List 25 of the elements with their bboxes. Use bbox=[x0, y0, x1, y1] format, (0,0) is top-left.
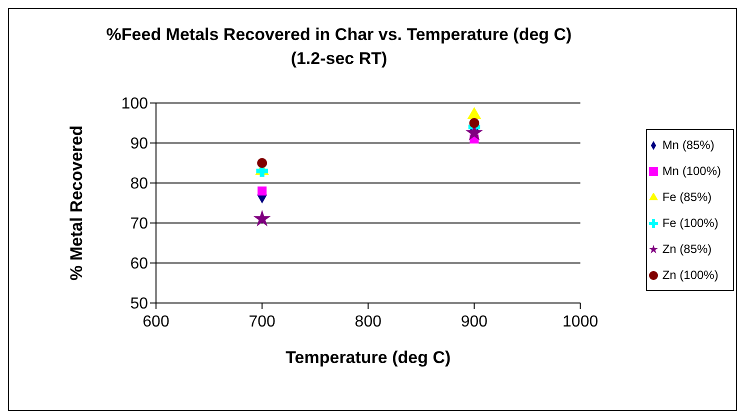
y-tick-label: 60 bbox=[130, 256, 148, 273]
point bbox=[258, 186, 267, 196]
legend-label: Fe (100%) bbox=[662, 216, 718, 230]
y-tick-label: 70 bbox=[130, 216, 148, 233]
chart-title: %Feed Metals Recovered in Char vs. Temperature (deg C) bbox=[105, 24, 573, 46]
point bbox=[257, 158, 268, 168]
y-tick-label: 80 bbox=[130, 176, 148, 193]
y-tick-label: 50 bbox=[130, 296, 148, 313]
legend-label: Fe (85%) bbox=[662, 190, 712, 204]
chart-subtitle: (1.2-sec RT) bbox=[290, 48, 388, 70]
y-tick-label: 100 bbox=[121, 96, 148, 113]
point bbox=[469, 118, 480, 128]
point bbox=[254, 210, 270, 226]
y-tick-label: 90 bbox=[130, 136, 148, 153]
legend-label: Mn (85%) bbox=[662, 138, 714, 152]
legend-label: Mn (100%) bbox=[662, 164, 721, 178]
x-tick-label: 900 bbox=[460, 313, 488, 330]
x-tick-label: 1000 bbox=[562, 313, 598, 330]
x-axis-title: Temperature (deg C) bbox=[286, 348, 451, 367]
legend-label: Zn (100%) bbox=[662, 268, 718, 282]
x-tick-label: 800 bbox=[354, 313, 382, 330]
x-tick-label: 700 bbox=[248, 313, 276, 330]
x-tick-label: 600 bbox=[142, 313, 170, 330]
y-axis-title: % Metal Recovered bbox=[67, 126, 86, 280]
legend-label: Zn (85%) bbox=[662, 242, 712, 256]
